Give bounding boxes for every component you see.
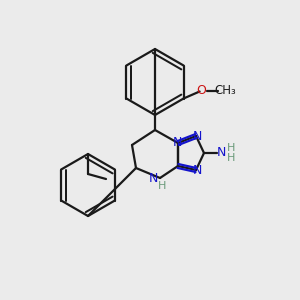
Text: H: H [158,181,166,191]
Text: N: N [148,172,158,184]
Text: N: N [172,136,182,149]
Text: N: N [216,146,226,160]
Text: N: N [192,130,202,142]
Text: O: O [196,84,206,97]
Text: N: N [192,164,202,176]
Text: CH₃: CH₃ [215,84,236,97]
Text: H: H [227,143,235,153]
Text: H: H [227,153,235,163]
